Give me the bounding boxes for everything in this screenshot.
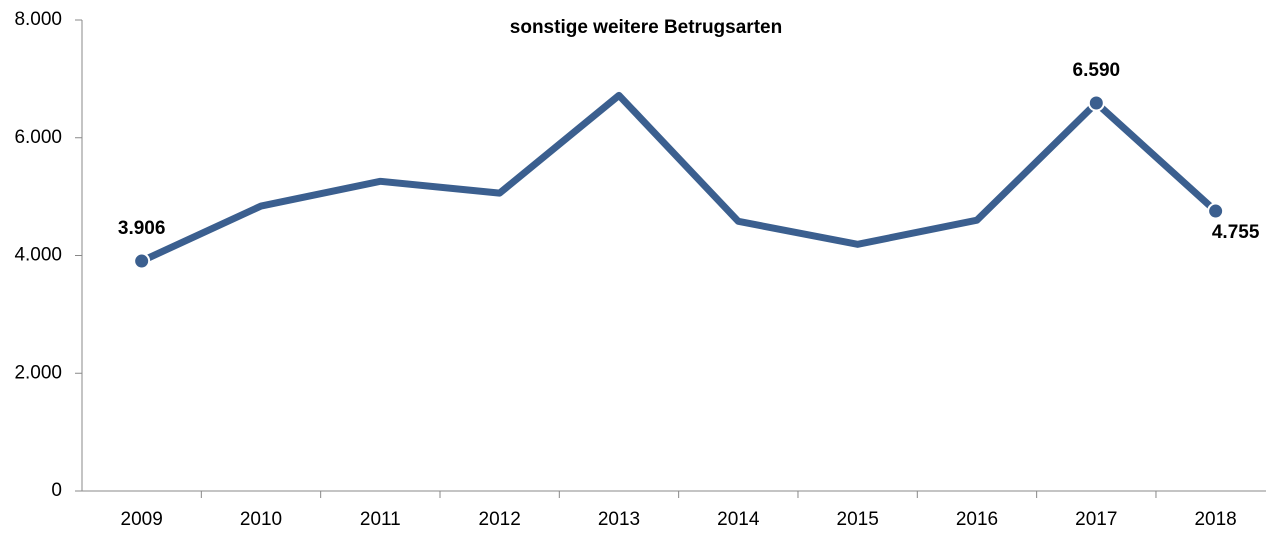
data-point <box>1087 94 1105 112</box>
data-label: 6.590 <box>1073 60 1121 81</box>
y-tick-label: 4.000 <box>14 245 62 266</box>
x-tick-label: 2018 <box>1194 509 1236 530</box>
x-tick-label: 2015 <box>837 509 879 530</box>
x-tick-label: 2013 <box>598 509 640 530</box>
x-tick-label: 2016 <box>956 509 998 530</box>
x-tick-label: 2009 <box>121 509 163 530</box>
data-label: 3.906 <box>118 218 166 239</box>
y-tick-label: 0 <box>51 480 62 501</box>
y-tick-label: 6.000 <box>14 127 62 148</box>
x-tick-label: 2017 <box>1075 509 1117 530</box>
data-line <box>140 91 1218 265</box>
x-tick-label: 2014 <box>717 509 760 530</box>
y-tick-label: 8.000 <box>14 9 62 30</box>
data-point <box>133 252 151 270</box>
x-tick-label: 2011 <box>360 509 401 530</box>
x-tick-label: 2012 <box>479 509 521 530</box>
x-tick-label: 2010 <box>240 509 282 530</box>
data-label: 4.755 <box>1212 222 1260 243</box>
chart-title: sonstige weitere Betrugsarten <box>510 17 782 38</box>
y-tick-label: 2.000 <box>14 362 62 383</box>
data-point <box>1207 202 1225 220</box>
